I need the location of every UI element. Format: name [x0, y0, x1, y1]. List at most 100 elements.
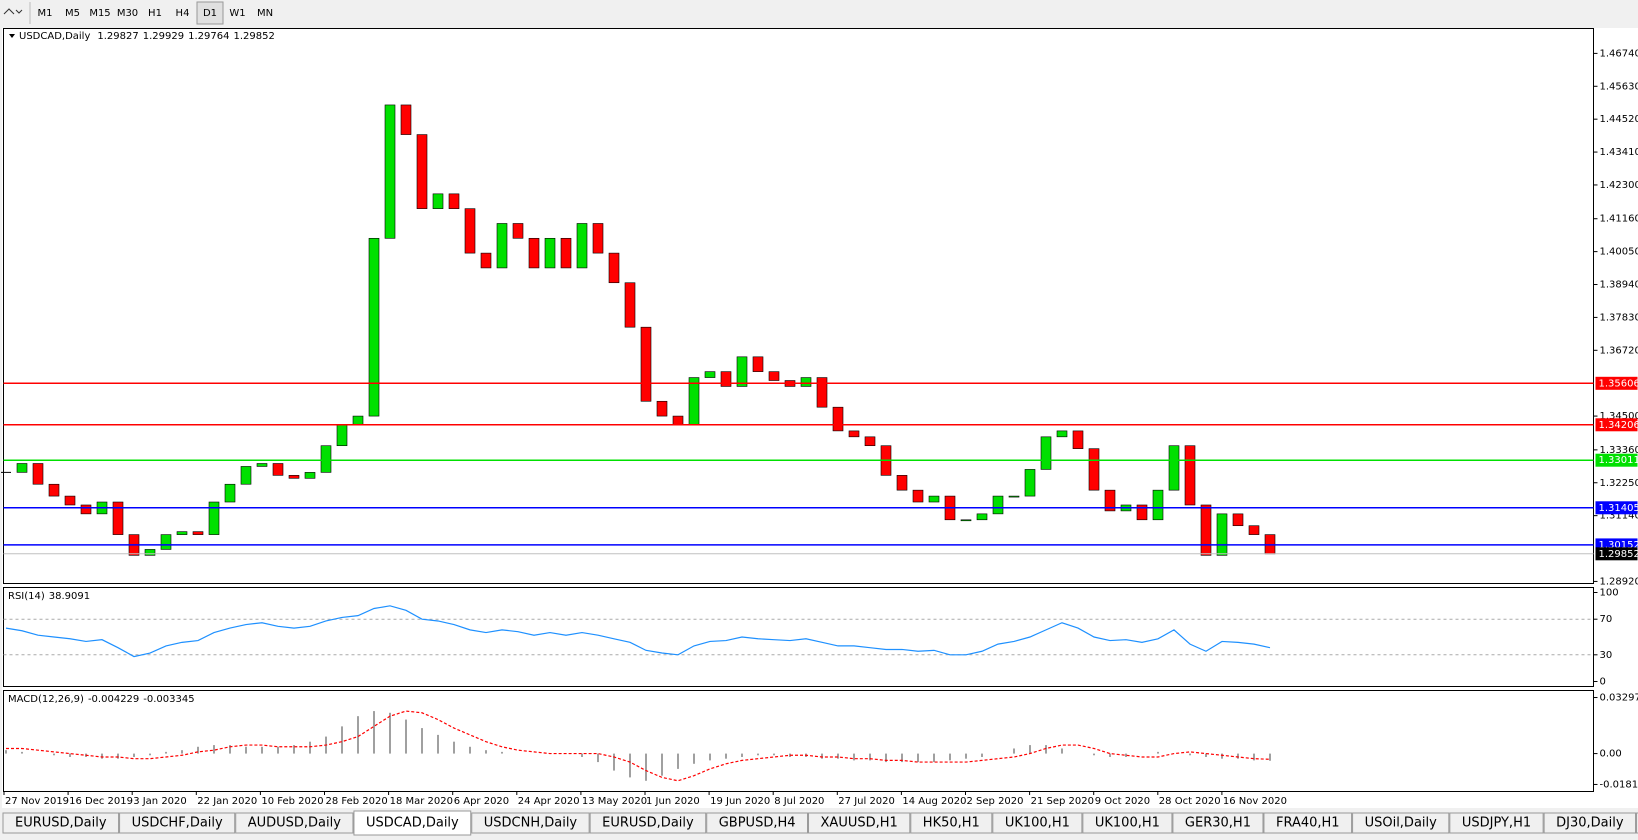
tab[interactable]: USDCHF,Daily	[119, 812, 236, 834]
timeframe-button[interactable]: M1	[38, 8, 53, 19]
timeframe-button[interactable]: M15	[89, 8, 110, 19]
tab[interactable]: UK100,H1	[992, 812, 1083, 834]
y-tick-label: 30	[1600, 650, 1613, 661]
candle	[144, 549, 156, 556]
close: 1.29852	[233, 31, 274, 42]
rsi-line	[5, 605, 1271, 658]
macd-name: MACD(12,26,9)	[8, 694, 84, 705]
tab[interactable]: XAUUSD,H1	[808, 812, 911, 834]
candle	[192, 531, 204, 535]
tab-background	[589, 812, 707, 834]
candle	[48, 483, 60, 497]
tab[interactable]: CHINA300,H1	[1636, 812, 1638, 834]
timeframe-button[interactable]: H1	[148, 8, 162, 19]
y-tick-label: 100	[1600, 587, 1619, 598]
tab[interactable]: EURUSD,Daily	[589, 812, 707, 834]
timeframe-button[interactable]: D1	[203, 8, 217, 19]
candle	[304, 472, 316, 479]
tab-label: HK50,H1	[923, 816, 980, 831]
candle	[688, 377, 700, 426]
candle	[480, 252, 492, 269]
symbol: USDCAD,Daily	[19, 31, 90, 42]
candle	[1088, 448, 1100, 491]
candle	[272, 463, 284, 476]
tab-background	[808, 812, 911, 834]
x-tick-label: 28 Feb 2020	[326, 796, 388, 807]
y-tick-label: 70	[1600, 614, 1613, 625]
tab[interactable]: DJ30,Daily	[1543, 812, 1637, 834]
tab-background	[1082, 812, 1173, 834]
tab[interactable]: GBPUSD,H4	[706, 812, 809, 834]
candle	[704, 371, 716, 378]
tab-label: GER30,H1	[1185, 816, 1251, 831]
candle	[640, 326, 652, 402]
level-label-box	[1595, 501, 1638, 515]
candle	[1248, 525, 1260, 535]
candle	[800, 377, 812, 387]
chart-header: USDCAD,Daily 1.29827 1.29929 1.29764 1.29852	[19, 31, 275, 42]
price-panel	[3, 28, 1594, 584]
candle	[416, 134, 428, 209]
tab[interactable]: USDCAD,Daily	[353, 810, 472, 836]
y-tick-label: 1.46740	[1600, 48, 1638, 59]
tab[interactable]: GER30,H1	[1172, 812, 1264, 834]
tab-background	[471, 812, 590, 834]
y-tick-label: 1.33360	[1600, 445, 1638, 456]
tab[interactable]: FRA40,H1	[1263, 812, 1353, 834]
tab-label: DJ30,Daily	[1556, 816, 1624, 831]
timeframe-button[interactable]: M30	[117, 8, 138, 19]
tab-label: UK100,H1	[1005, 816, 1070, 831]
timeframe-button[interactable]: MN	[257, 8, 273, 19]
candle	[16, 463, 28, 473]
tab[interactable]: USDJPY,H1	[1449, 812, 1544, 834]
open: 1.29827	[97, 31, 138, 42]
rsi-name: RSI(14)	[8, 591, 45, 602]
y-tick-label: 1.45630	[1600, 81, 1638, 92]
x-tick-label: 22 Jan 2020	[197, 796, 257, 807]
level-label: 1.31405	[1599, 503, 1638, 514]
toolbar-icon[interactable]	[3, 8, 23, 15]
timeframe-button[interactable]: H4	[176, 8, 190, 19]
x-tick-label: 27 Nov 2019	[5, 796, 69, 807]
tab[interactable]: AUDUSD,Daily	[235, 812, 354, 834]
candle	[896, 475, 908, 491]
x-tick-label: 28 Oct 2020	[1159, 796, 1221, 807]
tab[interactable]: USOil,Daily	[1352, 812, 1450, 834]
tab[interactable]: USDCNH,Daily	[471, 812, 590, 834]
tab[interactable]: UK100,H1	[1082, 812, 1173, 834]
macd-signal-line	[6, 710, 1271, 782]
candle	[368, 237, 380, 417]
candle	[720, 371, 732, 387]
candle	[608, 252, 620, 284]
timeframe-button[interactable]: W1	[229, 8, 245, 19]
tab-background	[992, 812, 1083, 834]
tab-label: USDCNH,Daily	[484, 816, 578, 831]
level-label: 1.34206	[1599, 420, 1638, 431]
tab-background	[1263, 812, 1353, 834]
candle	[80, 504, 92, 515]
x-tick-label: 1 Jun 2020	[646, 796, 700, 807]
tab[interactable]: HK50,H1	[910, 812, 993, 834]
macd-signal-current: -0.003345	[143, 694, 194, 705]
rsi-header: RSI(14) 38.9091	[8, 591, 90, 602]
tab-background	[706, 812, 809, 834]
tab-background	[1352, 812, 1450, 834]
y-tick-label: 1.36720	[1600, 345, 1638, 356]
candle	[464, 208, 476, 254]
tab[interactable]: EURUSD,Daily	[2, 812, 120, 834]
candle	[976, 513, 988, 521]
candle	[768, 371, 780, 381]
timeframe-button[interactable]: M5	[65, 8, 80, 19]
tab-label: EURUSD,Daily	[15, 816, 107, 831]
tab-background	[119, 812, 236, 834]
candle	[576, 223, 588, 269]
candle	[512, 223, 524, 239]
tab-label: EURUSD,Daily	[602, 816, 694, 831]
x-tick-label: 16 Dec 2019	[69, 796, 133, 807]
x-tick-label: 10 Feb 2020	[261, 796, 323, 807]
header-arrow[interactable]	[9, 34, 15, 38]
candle	[672, 415, 684, 426]
x-tick-label: 6 Apr 2020	[454, 796, 509, 807]
high: 1.29929	[143, 31, 184, 42]
y-tick-label: 1.38940	[1600, 280, 1638, 291]
